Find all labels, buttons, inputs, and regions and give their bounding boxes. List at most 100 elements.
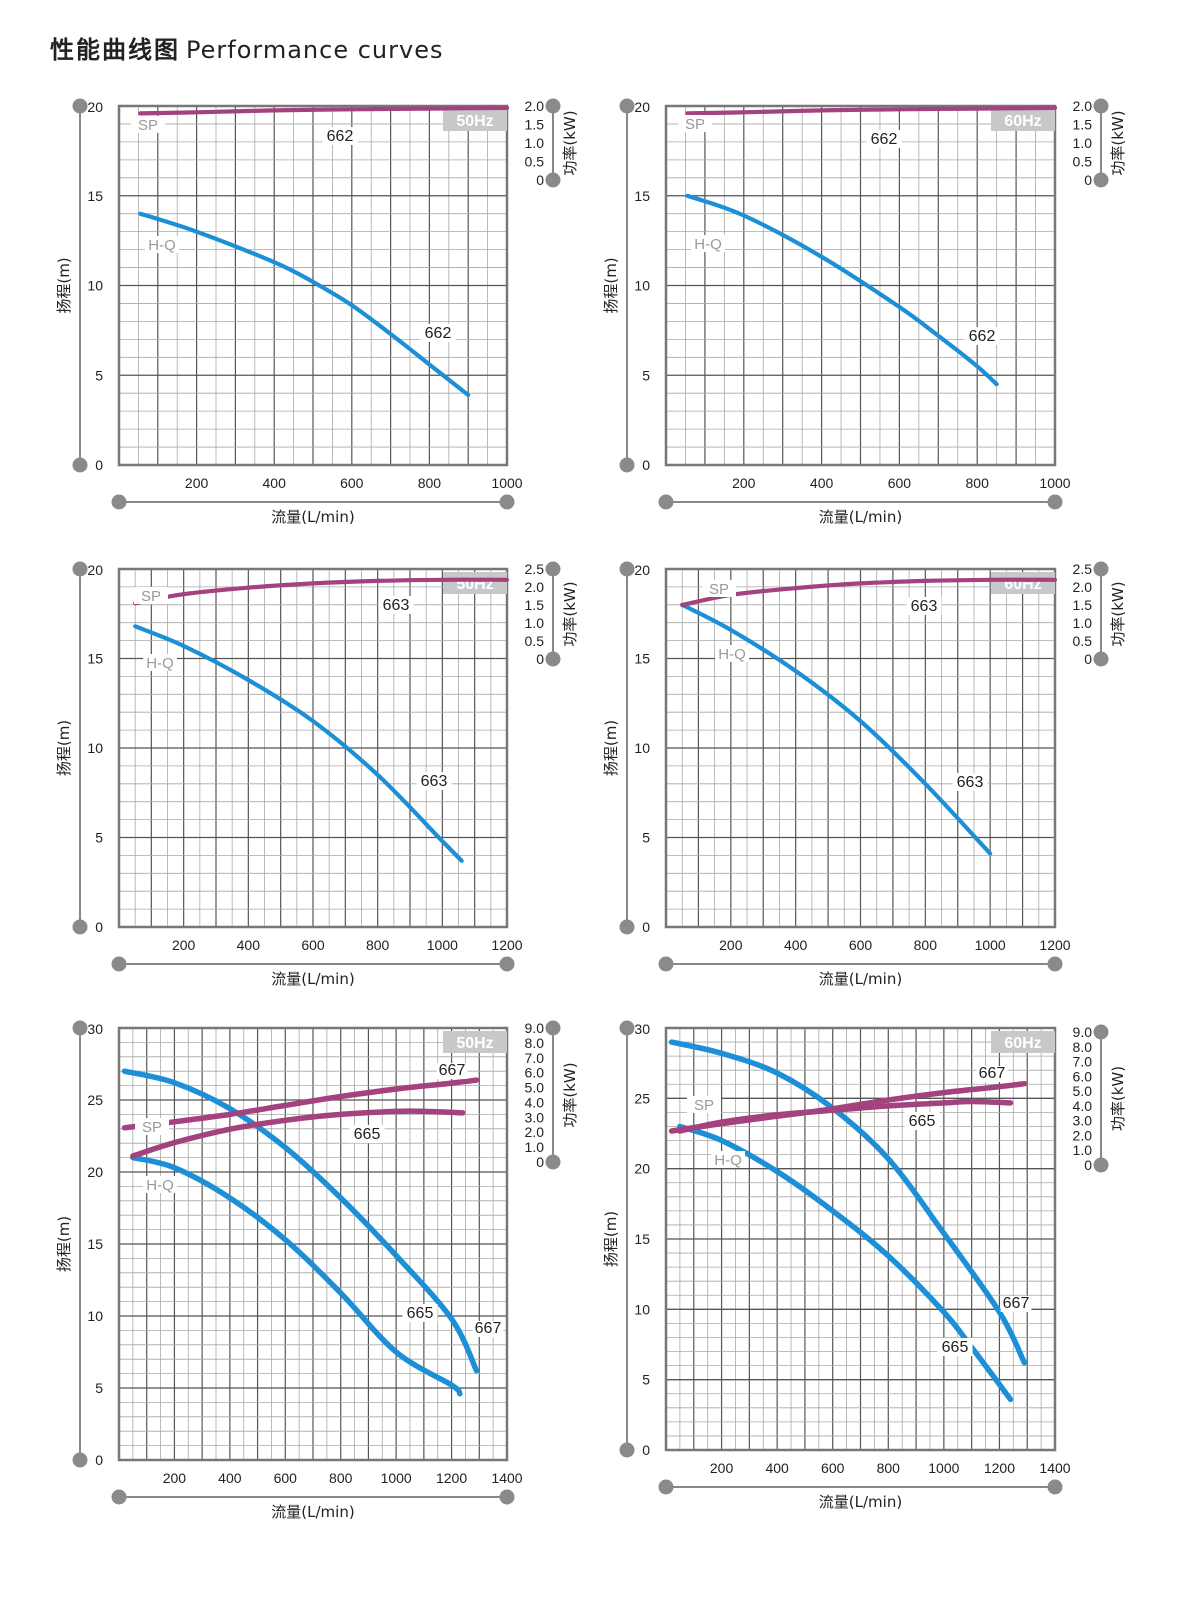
y-tick-label: 5 xyxy=(642,1372,650,1388)
curve-label-bg xyxy=(952,773,988,791)
power-curve-662 xyxy=(685,105,1058,116)
x-tick-label: 400 xyxy=(237,937,261,953)
sp-tag: SP xyxy=(685,116,705,133)
frequency-badge xyxy=(991,1031,1055,1053)
x-tick-label: 1000 xyxy=(491,475,522,491)
axis-end-dot xyxy=(1093,1157,1109,1173)
grid xyxy=(666,106,1055,465)
y-tick-label: 5 xyxy=(95,830,103,846)
axis-end-dot xyxy=(658,494,674,510)
curve-label-bg xyxy=(964,327,1000,345)
hq-curve-label-665: 665 xyxy=(942,1339,969,1356)
x-tick-label: 1000 xyxy=(975,937,1006,953)
y-tick-label: 10 xyxy=(634,740,650,756)
hq-tag-bg xyxy=(691,235,725,252)
x-tick-label: 400 xyxy=(218,1470,242,1486)
curve-label-bg xyxy=(322,127,358,145)
x-tick-label: 200 xyxy=(185,475,209,491)
y-axis-label: 扬程(m) xyxy=(55,1216,73,1272)
y-tick-label: 15 xyxy=(634,651,650,667)
frequency-label: 60Hz xyxy=(1004,113,1041,130)
y-axis-label: 扬程(m) xyxy=(602,720,620,776)
y-tick-label: 15 xyxy=(87,188,103,204)
power-tick-label: 6.0 xyxy=(1073,1068,1093,1084)
frequency-label: 60Hz xyxy=(1004,1035,1041,1052)
axis-end-dot xyxy=(72,919,88,935)
sp-tag: SP xyxy=(138,117,158,134)
curve-label-bg xyxy=(378,596,414,614)
power-curve-label-663: 663 xyxy=(911,598,938,615)
x-axis-label: 流量(L/min) xyxy=(271,1503,354,1521)
curve-label-bg xyxy=(866,130,902,148)
axis-end-dot xyxy=(499,956,515,972)
power-tick-label: 2.0 xyxy=(1073,1127,1093,1143)
hq-tag: H-Q xyxy=(714,1152,742,1169)
axis-end-dot xyxy=(111,1489,127,1505)
x-tick-label: 400 xyxy=(784,937,808,953)
x-tick-label: 600 xyxy=(340,475,364,491)
y-tick-label: 30 xyxy=(634,1021,650,1037)
curve-label-bg xyxy=(420,324,456,342)
hq-curve-662 xyxy=(685,193,999,387)
power-tick-label: 3.0 xyxy=(1073,1113,1093,1129)
axis-end-dot xyxy=(619,919,635,935)
power-tick-label: 1.0 xyxy=(1073,135,1093,151)
axis-end-dot xyxy=(72,98,88,114)
chart-group: 50Hz 0 5 10 15 20 扬程(m) 0 0.5 1.0 1.5 2.0 功率(kW) 200 4… xyxy=(55,98,579,526)
x-tick-label: 1400 xyxy=(491,1470,522,1486)
axis-end-dot xyxy=(545,98,561,114)
hq-tag: H-Q xyxy=(718,646,746,663)
axis-end-dot xyxy=(619,1020,635,1036)
power-curve-label-665: 665 xyxy=(354,1126,381,1143)
x-tick-label: 1000 xyxy=(381,1470,412,1486)
plot-frame xyxy=(664,1026,1057,1452)
y-tick-label: 5 xyxy=(642,367,650,383)
y-tick-label: 0 xyxy=(642,457,650,473)
hq-tag: H-Q xyxy=(148,237,176,254)
power-tick-label: 0.5 xyxy=(525,633,545,649)
x-tick-label: 800 xyxy=(418,475,442,491)
power-curve-665 xyxy=(130,1108,466,1159)
y-tick-label: 10 xyxy=(634,278,650,294)
x-tick-label: 800 xyxy=(877,1460,901,1476)
power-tick-label: 3.0 xyxy=(525,1109,545,1125)
x-tick-label: 800 xyxy=(914,937,938,953)
curve-label-bg xyxy=(976,1066,1008,1082)
axis-end-dot xyxy=(1093,561,1109,577)
frequency-badge xyxy=(443,572,507,594)
chart-group: 60Hz051015202530扬程(m)01.02.03.04.05.06.0… xyxy=(602,1020,1127,1511)
curve-label-bg xyxy=(906,597,942,615)
x-tick-label: 1000 xyxy=(928,1460,959,1476)
axis-end-dot xyxy=(658,1479,674,1495)
axis-end-dot xyxy=(545,1154,561,1170)
hq-curve-label-667: 667 xyxy=(1003,1295,1030,1312)
hq-curve-label-665: 665 xyxy=(407,1305,434,1322)
axis-end-dot xyxy=(499,494,515,510)
y-tick-label: 25 xyxy=(87,1092,103,1108)
power-curve-667 xyxy=(121,1077,480,1131)
sp-tag-bg xyxy=(687,1096,721,1113)
power-tick-label: 9.0 xyxy=(525,1020,545,1036)
axis-end-dot xyxy=(1093,651,1109,667)
power-curve-667 xyxy=(668,1080,1028,1134)
power-tick-label: 6.0 xyxy=(525,1065,545,1081)
curves xyxy=(138,105,510,398)
grid xyxy=(119,106,507,465)
hq-curve-663 xyxy=(133,624,464,863)
x-tick-label: 600 xyxy=(888,475,912,491)
axis-end-dot xyxy=(111,494,127,510)
hq-tag-bg xyxy=(711,1151,745,1168)
axis-end-dot xyxy=(1093,172,1109,188)
curve-label-bg xyxy=(402,1304,438,1322)
y-tick-label: 5 xyxy=(95,367,103,383)
y-tick-label: 10 xyxy=(634,1301,650,1317)
axis-end-dot xyxy=(619,1442,635,1458)
x-tick-label: 1200 xyxy=(436,1470,467,1486)
power-tick-label: 2.0 xyxy=(525,98,545,114)
x-tick-label: 1200 xyxy=(491,937,522,953)
x-tick-label: 800 xyxy=(329,1470,353,1486)
axis-end-dot xyxy=(658,956,674,972)
x-tick-label: 400 xyxy=(810,475,834,491)
